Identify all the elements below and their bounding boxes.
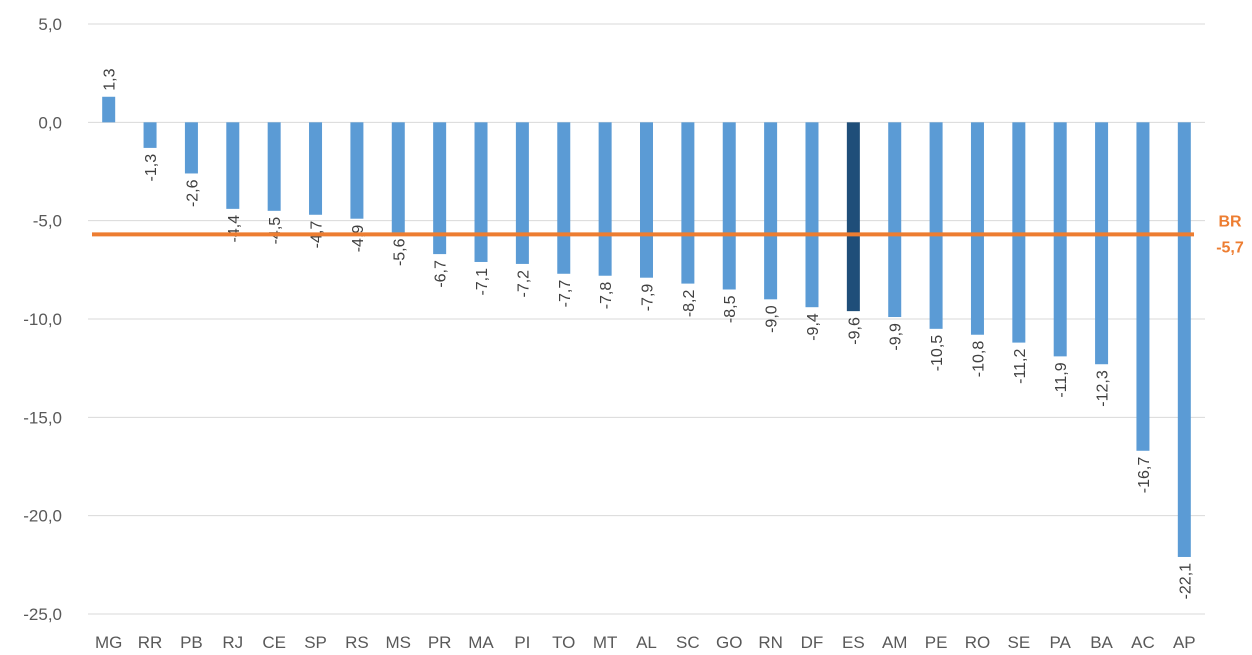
data-label-am: -9,9 (888, 323, 905, 351)
category-label-sc: SC (676, 633, 700, 652)
data-label-df: -9,4 (805, 313, 822, 341)
y-axis-ticks: 5,0 0,0 -5,0 -10,0 -15,0 -20,0 -25,0 (23, 15, 62, 624)
category-label-ro: RO (965, 633, 991, 652)
bar-ro (970, 122, 984, 335)
reference-line-value: -5,7 (1216, 239, 1244, 256)
bar-rr (143, 122, 157, 148)
data-label-ro: -10,8 (970, 341, 987, 378)
bar-ba (1095, 122, 1109, 365)
data-labels: 1,3-1,3-2,6-4,4 -4,5 -4,7 -4,9 -5,6-6,7 -7,1-… (102, 68, 1195, 599)
bar-go (722, 122, 736, 290)
bar-ms (391, 122, 405, 233)
data-label-sc: -8,2 (681, 290, 698, 318)
category-label-ms: MS (386, 633, 412, 652)
data-label-rs: -4,9 (350, 225, 367, 253)
bar-rj (226, 122, 240, 209)
bars (102, 96, 1191, 557)
data-label-ba: -12,3 (1095, 370, 1112, 407)
data-label-es: -9,6 (846, 317, 863, 345)
category-label-ce: CE (262, 633, 286, 652)
category-label-sp: SP (304, 633, 327, 652)
data-label-pr: -6,7 (433, 260, 450, 288)
category-label-es: ES (842, 633, 865, 652)
bar-ma (474, 122, 488, 262)
data-label-rn: -9,0 (764, 305, 781, 333)
bar-pb (184, 122, 198, 174)
category-label-mt: MT (593, 633, 618, 652)
category-label-al: AL (636, 633, 657, 652)
data-label-pb: -2,6 (184, 179, 201, 207)
category-label-pe: PE (925, 633, 948, 652)
y-tick-label: -10,0 (23, 310, 62, 329)
bar-ap (1177, 122, 1191, 557)
y-tick-label: 0,0 (38, 113, 62, 132)
category-label-df: DF (801, 633, 824, 652)
bar-pe (929, 122, 943, 329)
data-label-ap: -22,1 (1177, 563, 1194, 600)
bar-mt (598, 122, 612, 276)
y-tick-label: 5,0 (38, 15, 62, 34)
data-label-pe: -10,5 (929, 335, 946, 372)
y-tick-label: -5,0 (33, 212, 62, 231)
bar-pa (1053, 122, 1067, 357)
data-label-to: -7,7 (557, 280, 574, 308)
bar-al (640, 122, 653, 278)
category-label-pr: PR (428, 633, 452, 652)
category-label-rr: RR (138, 633, 163, 652)
bar-am (888, 122, 902, 318)
category-label-rs: RS (345, 633, 369, 652)
category-label-rj: RJ (222, 633, 243, 652)
bar-pr (433, 122, 447, 255)
data-label-mt: -7,8 (598, 282, 615, 310)
category-label-to: TO (552, 633, 575, 652)
category-label-ap: AP (1173, 633, 1196, 652)
y-tick-label: -25,0 (23, 605, 62, 624)
category-label-go: GO (716, 633, 742, 652)
data-label-ma: -7,1 (474, 268, 491, 296)
bar-df (805, 122, 819, 308)
gridlines (88, 23, 1205, 615)
category-label-pi: PI (514, 633, 530, 652)
data-label-pi: -7,2 (515, 270, 532, 298)
category-label-rn: RN (758, 633, 783, 652)
bar-rn (764, 122, 778, 300)
category-label-ba: BA (1090, 633, 1113, 652)
bar-es (846, 122, 860, 312)
bar-ac (1136, 122, 1150, 451)
category-label-ma: MA (468, 633, 494, 652)
bar-pi (515, 122, 529, 264)
data-label-rj: -4,4 (226, 215, 243, 243)
data-label-go: -8,5 (722, 295, 739, 323)
category-label-ac: AC (1131, 633, 1155, 652)
data-label-rr: -1,3 (143, 154, 160, 182)
category-label-am: AM (882, 633, 908, 652)
x-axis-categories: MG RR PB RJ CE SP RS MS PR MA PI TO MT AL SC GO RN DF ES AM… (95, 633, 1196, 652)
y-tick-label: -15,0 (23, 408, 62, 427)
category-label-pb: PB (180, 633, 203, 652)
reference-line-group: BR -5,7 (92, 213, 1244, 256)
data-label-ce: -4,5 (267, 217, 284, 245)
bar-mg (102, 96, 116, 123)
bar-sp (309, 122, 323, 215)
data-label-mg: 1,3 (102, 68, 119, 90)
y-tick-label: -20,0 (23, 507, 62, 526)
data-label-se: -11,2 (1012, 348, 1029, 383)
bar-to (557, 122, 571, 274)
category-label-pa: PA (1049, 633, 1071, 652)
bar-rs (350, 122, 364, 219)
data-label-pa: -11,9 (1053, 362, 1070, 397)
data-label-ac: -16,7 (1136, 457, 1153, 494)
data-label-al: -7,9 (640, 284, 657, 312)
reference-line-name: BR (1218, 213, 1242, 230)
bar-sc (681, 122, 695, 284)
data-label-ms: -5,6 (391, 238, 408, 266)
bar-ce (267, 122, 281, 211)
category-label-se: SE (1007, 633, 1030, 652)
category-label-mg: MG (95, 633, 122, 652)
